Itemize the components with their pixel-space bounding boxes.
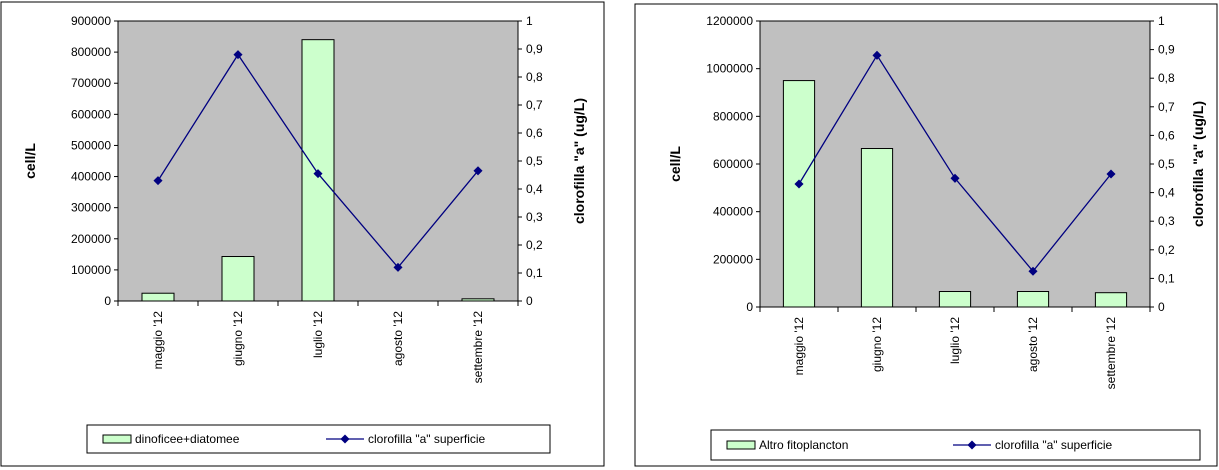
y2-tick-label: 0	[1158, 300, 1165, 314]
category-label: luglio '12	[311, 311, 325, 358]
y2-tick-label: 0,2	[1158, 243, 1175, 257]
category-label: settembre '12	[1104, 317, 1118, 390]
y-axis-title: cell/L	[667, 146, 683, 182]
category-label: giugno '12	[870, 317, 884, 372]
bar	[1094, 292, 1128, 308]
y2-tick-label: 0,8	[526, 70, 543, 84]
legend-box	[86, 424, 551, 454]
bar	[782, 80, 816, 308]
legend-line-label: clorofilla "a" superficie	[368, 432, 486, 446]
category-label: maggio '12	[151, 311, 165, 370]
y-axis-title: cell/L	[22, 143, 38, 179]
y2-tick-label: 0,8	[1158, 71, 1175, 85]
y-tick-label: 600000	[71, 107, 111, 121]
legend-bar-label: Altro fitoplancton	[759, 438, 848, 452]
bar	[860, 148, 894, 308]
category-label: agosto '12	[1026, 317, 1040, 372]
y2-tick-label: 0,7	[1158, 100, 1175, 114]
y2-tick-label: 0,3	[526, 210, 543, 224]
bar	[141, 292, 175, 302]
y2-tick-label: 0,5	[526, 154, 543, 168]
category-label: maggio '12	[792, 317, 806, 376]
y2-tick-label: 0,5	[1158, 157, 1175, 171]
y2-tick-label: 0,6	[1158, 128, 1175, 142]
bar	[1016, 291, 1050, 308]
category-label: giugno '12	[231, 311, 245, 366]
y2-tick-label: 1	[1158, 14, 1165, 28]
y2-tick-label: 0,9	[526, 42, 543, 56]
bar	[938, 291, 972, 308]
y-tick-label: 0	[104, 294, 111, 308]
legend-bar-swatch	[726, 440, 756, 450]
y-tick-label: 700000	[71, 76, 111, 90]
y-tick-label: 600000	[713, 157, 753, 171]
chart-dinoficee: 0 100000 200000 300000 400000 500000 600000 700…	[0, 1, 605, 467]
legend-line-label: clorofilla "a" superficie	[995, 438, 1113, 452]
y-tick-label: 800000	[71, 45, 111, 59]
plot-area	[759, 20, 1151, 308]
y-tick-label: 800000	[713, 109, 753, 123]
category-label: agosto '12	[391, 311, 405, 366]
y2-tick-label: 0,6	[526, 126, 543, 140]
y-tick-label: 200000	[71, 232, 111, 246]
y2-tick-label: 0,2	[526, 238, 543, 252]
y2-tick-label: 0,4	[526, 182, 543, 196]
y2-tick-label: 0,4	[1158, 186, 1175, 200]
category-label: luglio '12	[948, 317, 962, 364]
legend-bar-label: dinoficee+diatomee	[135, 432, 240, 446]
y-tick-label: 200000	[713, 252, 753, 266]
line-point	[233, 50, 243, 60]
y-tick-label: 500000	[71, 138, 111, 152]
chart-altro-fitoplancton: 0 200000 400000 600000 800000 1000000 1200000 0…	[634, 3, 1218, 467]
y-tick-label: 900000	[71, 14, 111, 28]
y2-tick-label: 1	[526, 14, 533, 28]
y-tick-label: 0	[746, 300, 753, 314]
y-tick-label: 400000	[71, 170, 111, 184]
y2-tick-label: 0,9	[1158, 43, 1175, 57]
y2-tick-label: 0,1	[1158, 271, 1175, 285]
y-tick-label: 1200000	[706, 14, 753, 28]
y2-tick-label: 0	[526, 294, 533, 308]
y2-tick-label: 0,1	[526, 266, 543, 280]
y2-axis-title: clorofilla "a" (ug/L)	[1190, 101, 1206, 227]
y-tick-label: 300000	[71, 201, 111, 215]
legend-bar-swatch	[102, 434, 132, 444]
category-label: settembre '12	[471, 311, 485, 384]
y2-tick-label: 0,7	[526, 98, 543, 112]
bar	[221, 256, 255, 302]
y2-tick-label: 0,3	[1158, 214, 1175, 228]
y2-axis-title: clorofilla "a" (ug/L)	[571, 98, 587, 224]
y-tick-label: 100000	[71, 263, 111, 277]
line-point	[1028, 266, 1038, 276]
line-point	[1106, 169, 1116, 179]
y-tick-label: 400000	[713, 205, 753, 219]
bar	[461, 298, 495, 302]
y-tick-label: 1000000	[706, 62, 753, 76]
